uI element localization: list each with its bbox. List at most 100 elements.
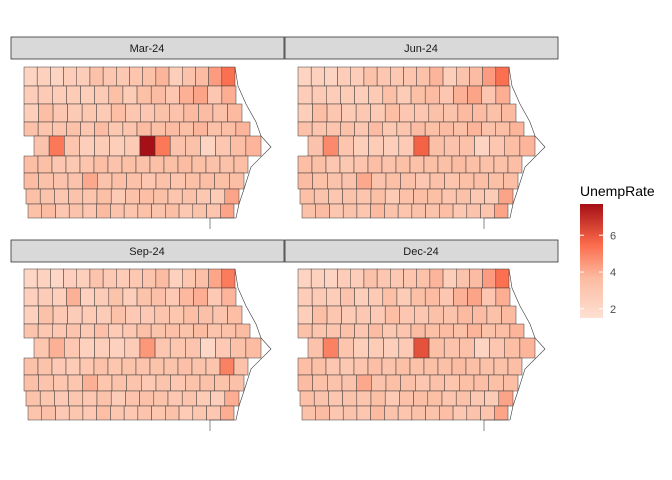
county-cell xyxy=(40,391,54,406)
county-cell xyxy=(356,306,371,324)
county-cell xyxy=(470,189,484,204)
county-cell xyxy=(508,156,522,173)
county-cell xyxy=(340,288,354,306)
county-cell xyxy=(95,288,109,306)
county-cell xyxy=(300,391,314,406)
county-cell xyxy=(208,86,222,104)
county-cell xyxy=(229,375,244,391)
county-cell xyxy=(103,67,116,86)
county-cell xyxy=(200,375,215,391)
county-cell xyxy=(384,204,398,218)
county-cell xyxy=(38,122,52,136)
county-cell xyxy=(182,189,196,204)
county-cell xyxy=(124,406,138,420)
county-cell xyxy=(371,375,386,391)
county-cell xyxy=(467,406,481,420)
county-cell xyxy=(82,104,97,122)
county-cell xyxy=(323,136,338,156)
color-legend: UnempRate 246 xyxy=(580,183,655,318)
county-cell xyxy=(308,136,323,156)
county-cell xyxy=(94,156,108,173)
county-cell xyxy=(151,324,165,338)
county-cell xyxy=(383,288,397,306)
county-cell xyxy=(165,122,179,136)
county-cell xyxy=(68,375,83,391)
county-cell xyxy=(340,122,354,136)
county-cell xyxy=(151,288,165,306)
county-cell xyxy=(236,324,250,338)
county-cell xyxy=(81,324,95,338)
county-cell xyxy=(355,86,369,104)
county-cell xyxy=(298,358,312,375)
county-cell xyxy=(52,358,66,375)
county-cell xyxy=(234,358,248,375)
county-cell xyxy=(499,189,513,204)
county-cell xyxy=(397,122,411,136)
county-cell xyxy=(165,204,179,218)
county-cell xyxy=(396,156,410,173)
county-cell xyxy=(130,67,143,86)
county-cell xyxy=(64,136,79,156)
county-cell xyxy=(192,156,206,173)
county-cell xyxy=(324,67,337,86)
county-cell xyxy=(182,269,195,288)
county-cell xyxy=(171,375,186,391)
county-cell xyxy=(69,391,83,406)
facet-strip-label: Dec-24 xyxy=(403,246,438,258)
county-cell xyxy=(151,86,165,104)
county-cell xyxy=(55,204,69,218)
county-cell xyxy=(37,269,50,288)
county-cell xyxy=(97,104,112,122)
county-cell xyxy=(399,189,413,204)
county-cell xyxy=(298,306,313,324)
county-cell xyxy=(216,136,231,156)
county-cell xyxy=(52,156,66,173)
county-cell xyxy=(298,269,311,288)
county-cell xyxy=(485,189,499,204)
county-cell xyxy=(97,204,111,218)
county-cell xyxy=(411,324,425,338)
county-cell xyxy=(489,173,504,189)
county-cell xyxy=(24,86,38,104)
facet-panel-sep-24: Sep-24 xyxy=(11,240,284,431)
county-cell xyxy=(468,86,482,104)
county-cell xyxy=(66,86,80,104)
county-cell xyxy=(466,358,480,375)
county-cell xyxy=(342,173,357,189)
county-cell xyxy=(326,122,340,136)
county-cell xyxy=(168,189,182,204)
county-cell xyxy=(508,358,522,375)
county-cell xyxy=(156,173,171,189)
county-cell xyxy=(81,122,95,136)
county-cell xyxy=(472,306,487,324)
county-cell xyxy=(385,391,399,406)
county-cell xyxy=(53,375,68,391)
county-cell xyxy=(404,67,417,86)
county-cell xyxy=(371,391,385,406)
county-cell xyxy=(216,338,231,358)
county-cell xyxy=(97,306,112,324)
county-cell xyxy=(111,306,126,324)
county-cell xyxy=(50,67,63,86)
county-cell xyxy=(298,67,311,86)
county-cell xyxy=(312,156,326,173)
county-cell xyxy=(109,122,123,136)
county-cell xyxy=(40,189,54,204)
county-cell xyxy=(311,67,324,86)
county-cell xyxy=(467,204,481,218)
county-cell xyxy=(414,136,429,156)
county-cell xyxy=(328,189,342,204)
county-cell xyxy=(501,104,516,122)
county-cell xyxy=(326,156,340,173)
county-cell xyxy=(38,86,52,104)
county-cell xyxy=(231,338,246,358)
county-cell xyxy=(24,269,37,288)
county-cell xyxy=(354,156,368,173)
county-cell xyxy=(94,358,108,375)
county-cell xyxy=(468,324,482,338)
county-cell xyxy=(444,338,459,358)
county-cell xyxy=(340,358,354,375)
county-cell xyxy=(456,189,470,204)
county-cell xyxy=(24,122,38,136)
county-cell xyxy=(458,306,473,324)
